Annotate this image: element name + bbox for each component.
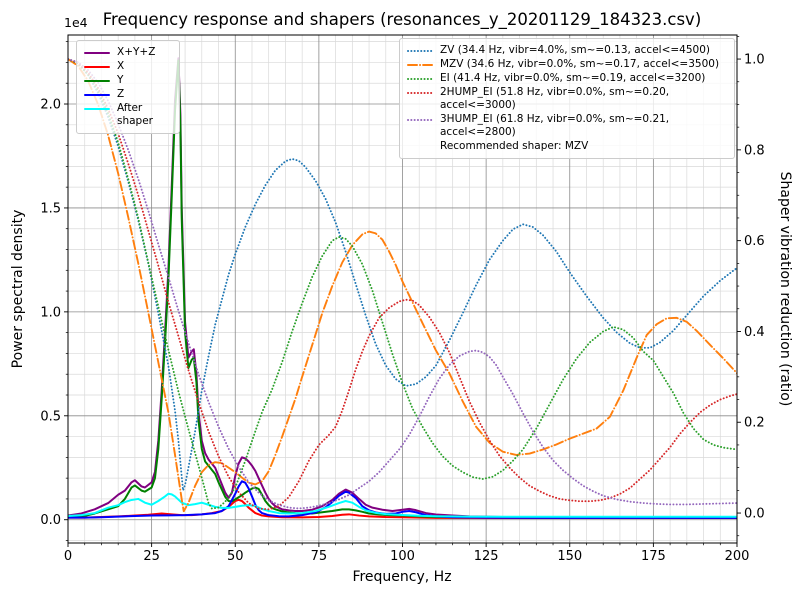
y-right-tick-label: 0.6 <box>744 234 765 249</box>
legend-psd: X+Y+Z X Y Z After shaper <box>76 40 180 134</box>
x-tick-label: 50 <box>227 549 244 564</box>
axis-ticks <box>64 36 741 547</box>
y-left-tick-label: 0.0 <box>40 513 61 528</box>
legend-item: EI (41.4 Hz, vibr=0.0%, sm~=0.19, accel<… <box>407 72 727 85</box>
legend-line-sample <box>407 50 433 52</box>
legend-item: Recommended shaper: MZV <box>407 140 727 153</box>
y-right-tick-label: 1.0 <box>744 53 765 68</box>
legend-item: Z <box>84 88 172 101</box>
series-z <box>68 480 737 519</box>
series-after_shaper <box>68 492 737 518</box>
legend-item: MZV (34.6 Hz, vibr=0.0%, sm~=0.17, accel… <box>407 58 727 71</box>
legend-line-sample <box>407 78 433 80</box>
legend-line-sample <box>84 66 110 68</box>
legend-line-sample <box>84 108 110 110</box>
legend-line-sample <box>84 52 110 54</box>
x-tick-label: 125 <box>474 549 499 564</box>
y-left-tick-label: 1.5 <box>40 201 61 216</box>
x-tick-label: 150 <box>557 549 582 564</box>
legend-line-sample <box>407 119 433 121</box>
y-left-tick-label: 1.0 <box>40 305 61 320</box>
legend-item-label: X+Y+Z <box>117 46 156 58</box>
legend-item-label: ZV (34.4 Hz, vibr=4.0%, sm~=0.13, accel<… <box>440 44 710 56</box>
x-tick-label: 175 <box>641 549 666 564</box>
y-left-tick-label: 0.5 <box>40 409 61 424</box>
series-zv <box>68 58 737 492</box>
y-axis-offset-text: 1e4 <box>64 15 88 30</box>
y-right-tick-label: 0.8 <box>744 143 765 158</box>
legend-line-sample <box>84 94 110 96</box>
legend-item: 2HUMP_EI (51.8 Hz, vibr=0.0%, sm~=0.20, … <box>407 86 727 112</box>
axis-tick-labels: 0 25 50 75 100 125 150 175 200 0.0 0.5 1.0 1.5 2.0 0.0… <box>40 53 764 564</box>
y-axis-label-left: Power spectral density <box>10 210 26 369</box>
shaper-series-group <box>68 58 737 513</box>
legend-line-sample <box>84 80 110 82</box>
legend-item-label: Z <box>117 88 125 100</box>
legend-item: X <box>84 60 172 73</box>
x-tick-label: 100 <box>390 549 415 564</box>
y-right-tick-label: 0.2 <box>744 416 765 431</box>
y-axis-label-right: Shaper vibration reduction (ratio) <box>777 172 793 407</box>
legend-item: Y <box>84 74 172 87</box>
x-axis-label: Frequency, Hz <box>352 569 451 585</box>
legend-item-label: After shaper <box>117 102 154 127</box>
legend-item-label: X <box>117 60 125 72</box>
y-right-tick-label: 0.4 <box>744 325 765 340</box>
legend-item-label: MZV (34.6 Hz, vibr=0.0%, sm~=0.17, accel… <box>440 58 720 70</box>
legend-item: 3HUMP_EI (61.8 Hz, vibr=0.0%, sm~=0.21, … <box>407 113 727 139</box>
x-tick-label: 0 <box>64 549 72 564</box>
series-hump3 <box>68 58 737 510</box>
legend-line-sample <box>407 64 433 66</box>
x-tick-label: 200 <box>725 549 750 564</box>
y-right-tick-label: 0.0 <box>744 507 765 522</box>
legend-item: After shaper <box>84 102 172 128</box>
series-hump2 <box>68 58 737 511</box>
legend-item-label: 2HUMP_EI (51.8 Hz, vibr=0.0%, sm~=0.20, … <box>440 86 670 111</box>
legend-item-label: Y <box>117 74 124 86</box>
chart-title: Frequency response and shapers (resonanc… <box>103 10 702 30</box>
series-mzv <box>68 58 737 513</box>
x-tick-label: 75 <box>311 549 328 564</box>
series-ei <box>68 58 737 510</box>
legend-line-sample <box>407 92 433 94</box>
x-tick-label: 25 <box>143 549 160 564</box>
legend-item-label: EI (41.4 Hz, vibr=0.0%, sm~=0.19, accel<… <box>440 72 706 84</box>
legend-item-label: Recommended shaper: MZV <box>440 140 589 152</box>
y-left-tick-label: 2.0 <box>40 98 61 113</box>
legend-shapers: ZV (34.4 Hz, vibr=4.0%, sm~=0.13, accel<… <box>399 38 735 159</box>
psd-series-group <box>68 57 737 520</box>
legend-item: ZV (34.4 Hz, vibr=4.0%, sm~=0.13, accel<… <box>407 44 727 57</box>
legend-item-label: 3HUMP_EI (61.8 Hz, vibr=0.0%, sm~=0.21, … <box>440 113 670 138</box>
legend-item: X+Y+Z <box>84 46 172 59</box>
